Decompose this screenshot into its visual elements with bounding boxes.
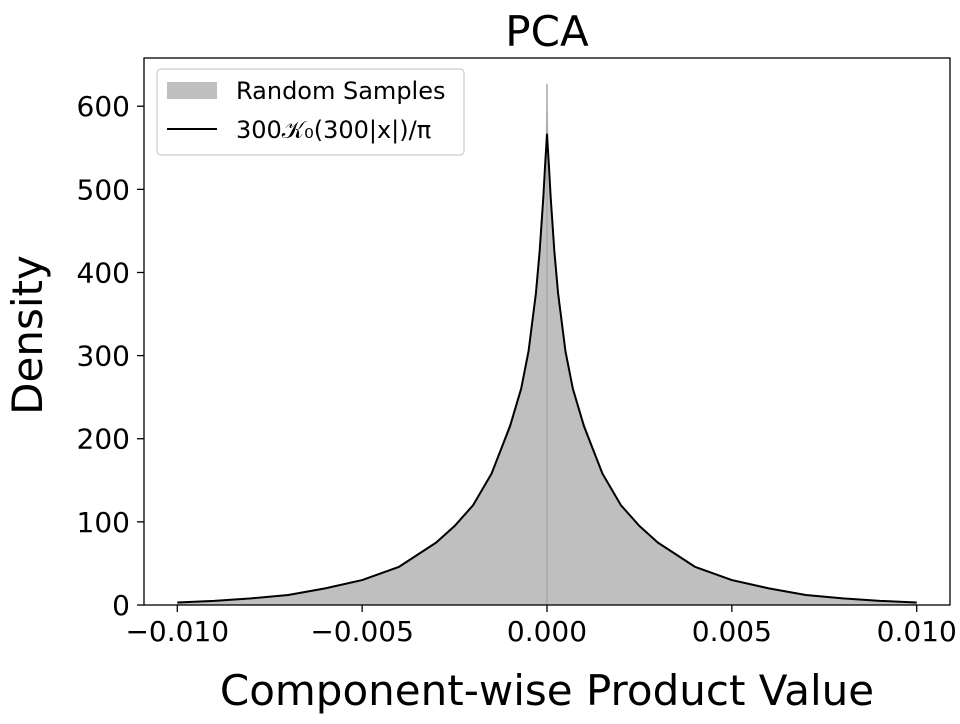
y-axis: 0 100 200 300 400 500 600: [77, 90, 144, 622]
x-tick-label: −0.010: [125, 615, 229, 648]
y-tick-label: 600: [77, 90, 130, 123]
x-tick-label: 0.005: [692, 615, 772, 648]
bessel-density-curve: [177, 133, 917, 604]
y-tick-label: 500: [77, 173, 130, 206]
legend: Random Samples 300𝒦₀(300|x|)/π: [156, 68, 465, 156]
legend-box: [156, 68, 465, 156]
x-tick-label: 0.010: [877, 615, 957, 648]
y-tick-label: 100: [77, 506, 130, 539]
y-tick-label: 400: [77, 256, 130, 289]
y-tick-label: 300: [77, 340, 130, 373]
chart-title: PCA: [505, 7, 589, 56]
y-tick-label: 200: [77, 423, 130, 456]
x-tick-label: −0.005: [310, 615, 414, 648]
legend-label-bessel-curve: 300𝒦₀(300|x|)/π: [236, 116, 431, 144]
y-axis-label: Density: [3, 255, 52, 415]
series-layer: [177, 83, 917, 605]
legend-label-random-samples: Random Samples: [236, 77, 445, 105]
legend-swatch-random-samples: [167, 82, 217, 99]
x-tick-label: 0.000: [507, 615, 587, 648]
y-tick-label: 0: [112, 589, 130, 622]
x-axis-label: Component-wise Product Value: [220, 666, 874, 715]
x-axis: −0.010 −0.005 0.000 0.005 0.010: [125, 605, 957, 648]
